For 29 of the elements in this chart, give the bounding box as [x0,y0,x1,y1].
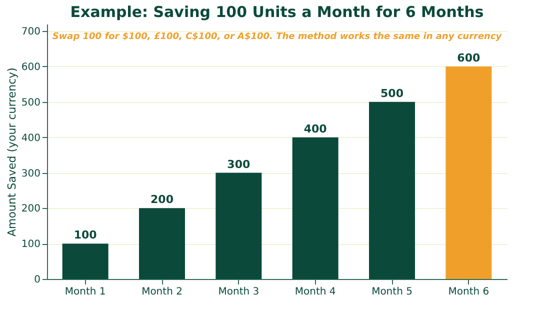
x-tick-label: Month 4 [294,286,336,298]
x-tick-label: Month 3 [218,286,260,298]
data-label: 400 [304,122,328,136]
y-tick-label: 200 [21,204,40,215]
bar [369,102,415,279]
bar [62,244,108,279]
data-label: 100 [74,228,98,242]
bar [216,172,262,279]
bar [139,208,185,279]
y-tick-label: 500 [21,97,40,108]
bar [292,137,338,279]
data-label: 500 [380,86,404,100]
y-axis-title: Amount Saved (your currency) [5,68,18,236]
data-label: 200 [150,193,174,206]
data-label: 300 [227,158,250,171]
annotation: Swap 100 for $100, £100, C$100, or A$100. The method works the same in any currency [52,32,503,42]
y-tick-label: 100 [21,239,40,250]
y-tick-label: 300 [21,168,40,180]
y-tick-label: 600 [21,62,40,73]
y-tick-label: 0 [34,274,40,286]
data-label: 600 [457,52,480,64]
chart-title: Example: Saving 100 Units a Month for 6 Months [70,3,484,21]
y-tick-label: 400 [21,132,40,144]
bar [446,66,492,279]
x-tick-label: Month 2 [142,286,182,298]
x-tick-label: Month 5 [372,286,412,298]
y-tick-label: 700 [21,26,40,38]
x-tick-label: Month 1 [64,286,106,298]
x-tick-label: Month 6 [448,286,490,298]
